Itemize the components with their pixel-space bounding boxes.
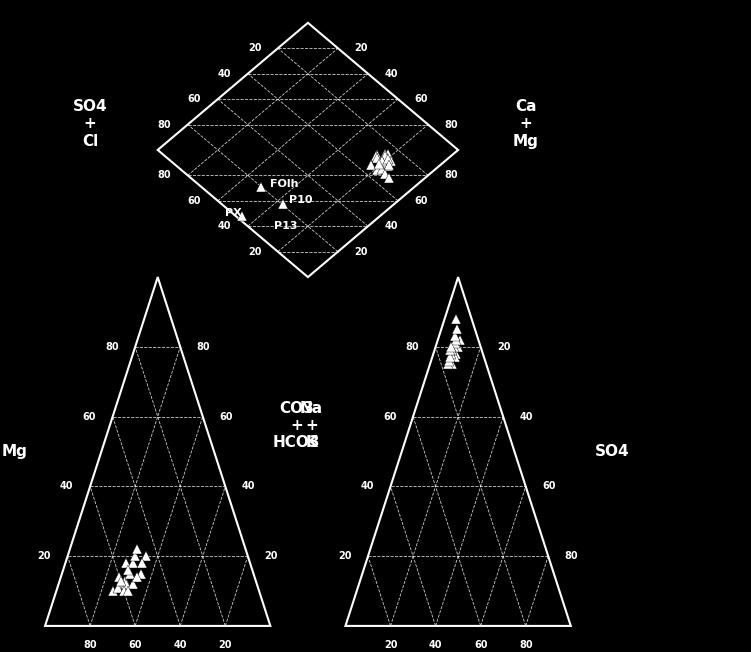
Text: 40: 40	[520, 411, 533, 422]
Text: 80: 80	[83, 640, 97, 650]
Text: 60: 60	[474, 640, 487, 650]
Text: 40: 40	[218, 68, 231, 79]
Text: 80: 80	[197, 342, 210, 352]
Text: Mg: Mg	[2, 444, 28, 459]
Text: 60: 60	[188, 196, 201, 206]
Text: 80: 80	[158, 170, 171, 181]
Text: P10: P10	[289, 196, 312, 205]
Text: 80: 80	[158, 119, 171, 130]
Text: 40: 40	[385, 221, 398, 231]
Text: 20: 20	[384, 640, 397, 650]
Text: 60: 60	[128, 640, 142, 650]
Text: 60: 60	[542, 481, 556, 492]
Text: 80: 80	[445, 170, 458, 181]
Text: 40: 40	[218, 221, 231, 231]
Text: 80: 80	[445, 119, 458, 130]
Text: CO3
+
HCO3: CO3 + HCO3	[273, 400, 321, 451]
Text: 40: 40	[360, 481, 374, 492]
Text: 40: 40	[173, 640, 187, 650]
Text: 20: 20	[248, 246, 261, 257]
Text: 60: 60	[219, 411, 233, 422]
Text: 60: 60	[188, 94, 201, 104]
Text: SO4
+
Cl: SO4 + Cl	[73, 99, 107, 149]
Text: P13: P13	[274, 222, 297, 231]
Text: 20: 20	[354, 246, 368, 257]
Text: 40: 40	[385, 68, 398, 79]
Text: 20: 20	[248, 43, 261, 53]
Text: Na
+
K: Na + K	[300, 400, 323, 451]
Text: 60: 60	[415, 196, 428, 206]
Text: 80: 80	[519, 640, 532, 650]
Text: 20: 20	[497, 342, 511, 352]
Text: 40: 40	[429, 640, 442, 650]
Text: 20: 20	[354, 43, 368, 53]
Text: 80: 80	[565, 551, 578, 561]
Text: Ca
+
Mg: Ca + Mg	[513, 99, 538, 149]
Text: 60: 60	[83, 411, 96, 422]
Text: 20: 20	[264, 551, 278, 561]
Text: 80: 80	[406, 342, 419, 352]
Text: 60: 60	[383, 411, 397, 422]
Text: 60: 60	[415, 94, 428, 104]
Text: PX: PX	[225, 209, 242, 218]
Text: 20: 20	[338, 551, 351, 561]
Text: 40: 40	[60, 481, 74, 492]
Text: 40: 40	[242, 481, 255, 492]
Text: SO4: SO4	[595, 444, 629, 459]
Text: 80: 80	[105, 342, 119, 352]
Text: 20: 20	[38, 551, 51, 561]
Text: 20: 20	[219, 640, 232, 650]
Text: FOlh: FOlh	[270, 179, 299, 189]
